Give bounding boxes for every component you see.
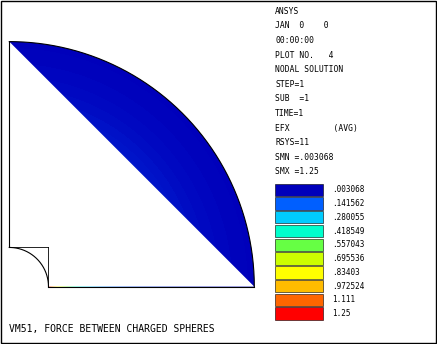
Text: 00:00:00: 00:00:00 [275, 36, 314, 45]
Text: JAN  0    0: JAN 0 0 [275, 21, 329, 31]
Text: .83403: .83403 [332, 268, 360, 277]
Bar [275, 211, 323, 224]
Bar [275, 266, 323, 279]
Text: STEP=1: STEP=1 [275, 80, 305, 89]
Polygon shape [9, 247, 49, 287]
Text: .280055: .280055 [332, 213, 364, 222]
Bar [275, 225, 323, 237]
Bar [275, 280, 323, 292]
Text: .972524: .972524 [332, 282, 364, 291]
Bar [275, 239, 323, 251]
Text: SUB  =1: SUB =1 [275, 94, 309, 104]
Bar [275, 197, 323, 210]
Text: EFX         (AVG): EFX (AVG) [275, 123, 358, 132]
Text: 1.111: 1.111 [332, 295, 355, 304]
Polygon shape [9, 17, 279, 287]
Text: VM51, FORCE BETWEEN CHARGED SPHERES: VM51, FORCE BETWEEN CHARGED SPHERES [9, 324, 215, 334]
Text: SMX =1.25: SMX =1.25 [275, 167, 319, 176]
Text: .695536: .695536 [332, 254, 364, 263]
Text: .003068: .003068 [332, 185, 364, 194]
Text: SMN =.003068: SMN =.003068 [275, 153, 334, 162]
Text: .141562: .141562 [332, 199, 364, 208]
Bar [275, 308, 323, 320]
Text: 1.25: 1.25 [332, 309, 350, 318]
Text: RSYS=11: RSYS=11 [275, 138, 309, 147]
Bar [275, 184, 323, 196]
Text: .557043: .557043 [332, 240, 364, 249]
Bar [275, 294, 323, 306]
Text: ANSYS: ANSYS [275, 7, 300, 16]
Text: TIME=1: TIME=1 [275, 109, 305, 118]
Text: NODAL SOLUTION: NODAL SOLUTION [275, 65, 343, 74]
Text: .418549: .418549 [332, 227, 364, 236]
Bar [275, 252, 323, 265]
Text: PLOT NO.   4: PLOT NO. 4 [275, 51, 334, 60]
